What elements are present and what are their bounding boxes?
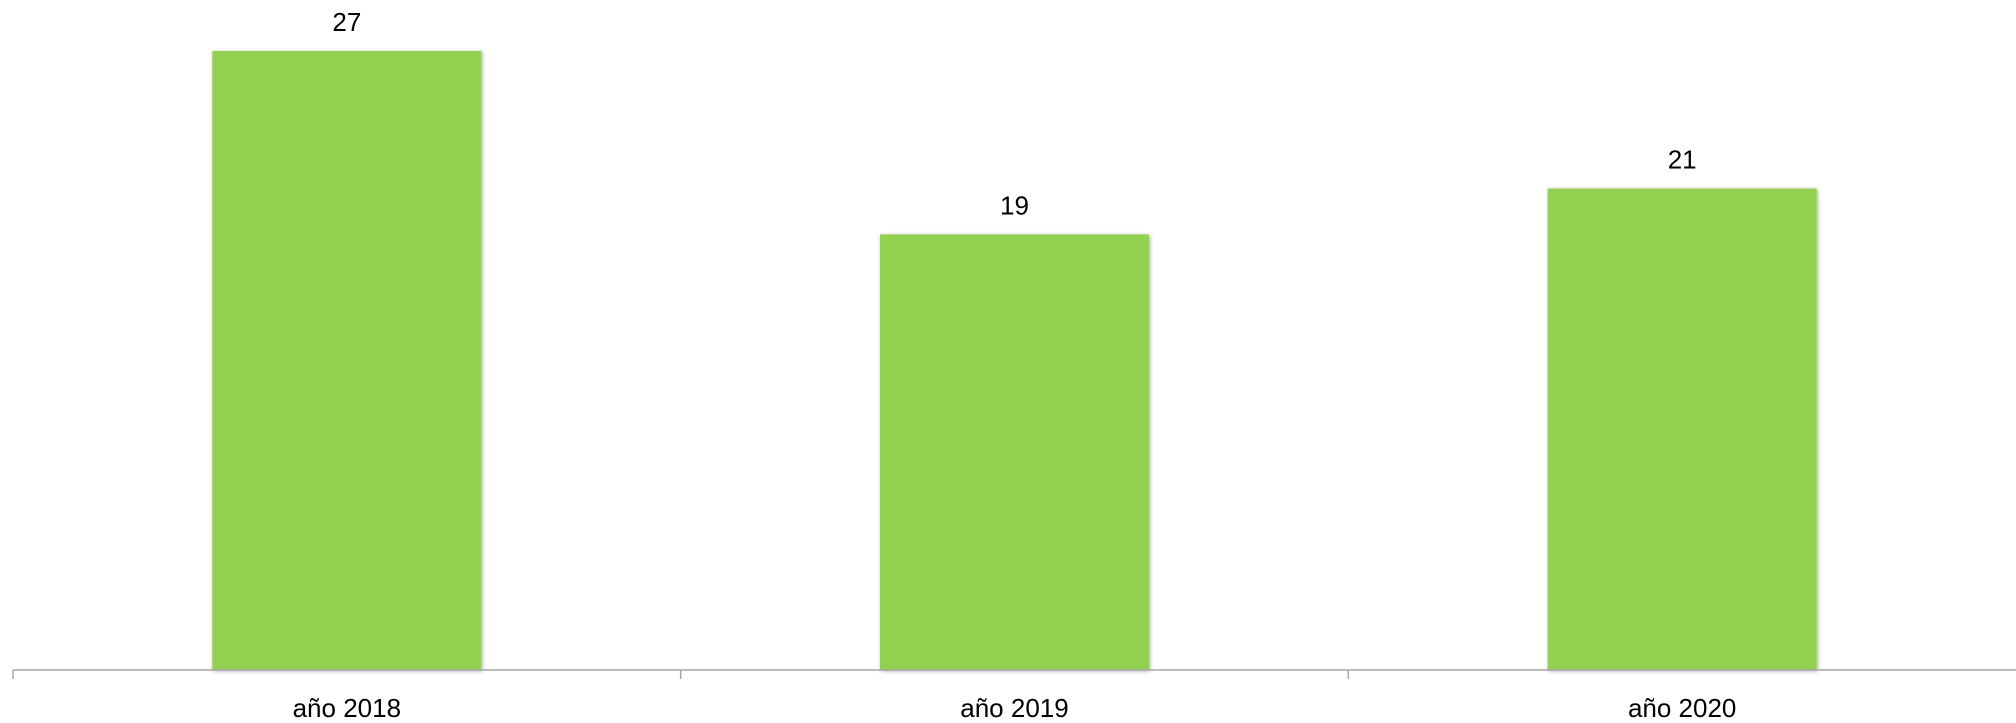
x-tick-label: año 2020 (1628, 693, 1736, 723)
data-label: 19 (1000, 190, 1029, 220)
bar (212, 51, 482, 670)
x-tick-label: año 2018 (293, 693, 401, 723)
data-label: 21 (1668, 145, 1697, 175)
data-labels-group: 27 19 21 (332, 7, 1696, 220)
bar (880, 234, 1149, 670)
bars-group (212, 51, 1817, 671)
x-tick-label: año 2019 (960, 693, 1068, 723)
bar (1547, 188, 1817, 671)
x-axis (12, 669, 2016, 679)
x-tick-labels-group: año 2018 año 2019 año 2020 (293, 693, 1737, 723)
data-label: 27 (332, 7, 361, 37)
